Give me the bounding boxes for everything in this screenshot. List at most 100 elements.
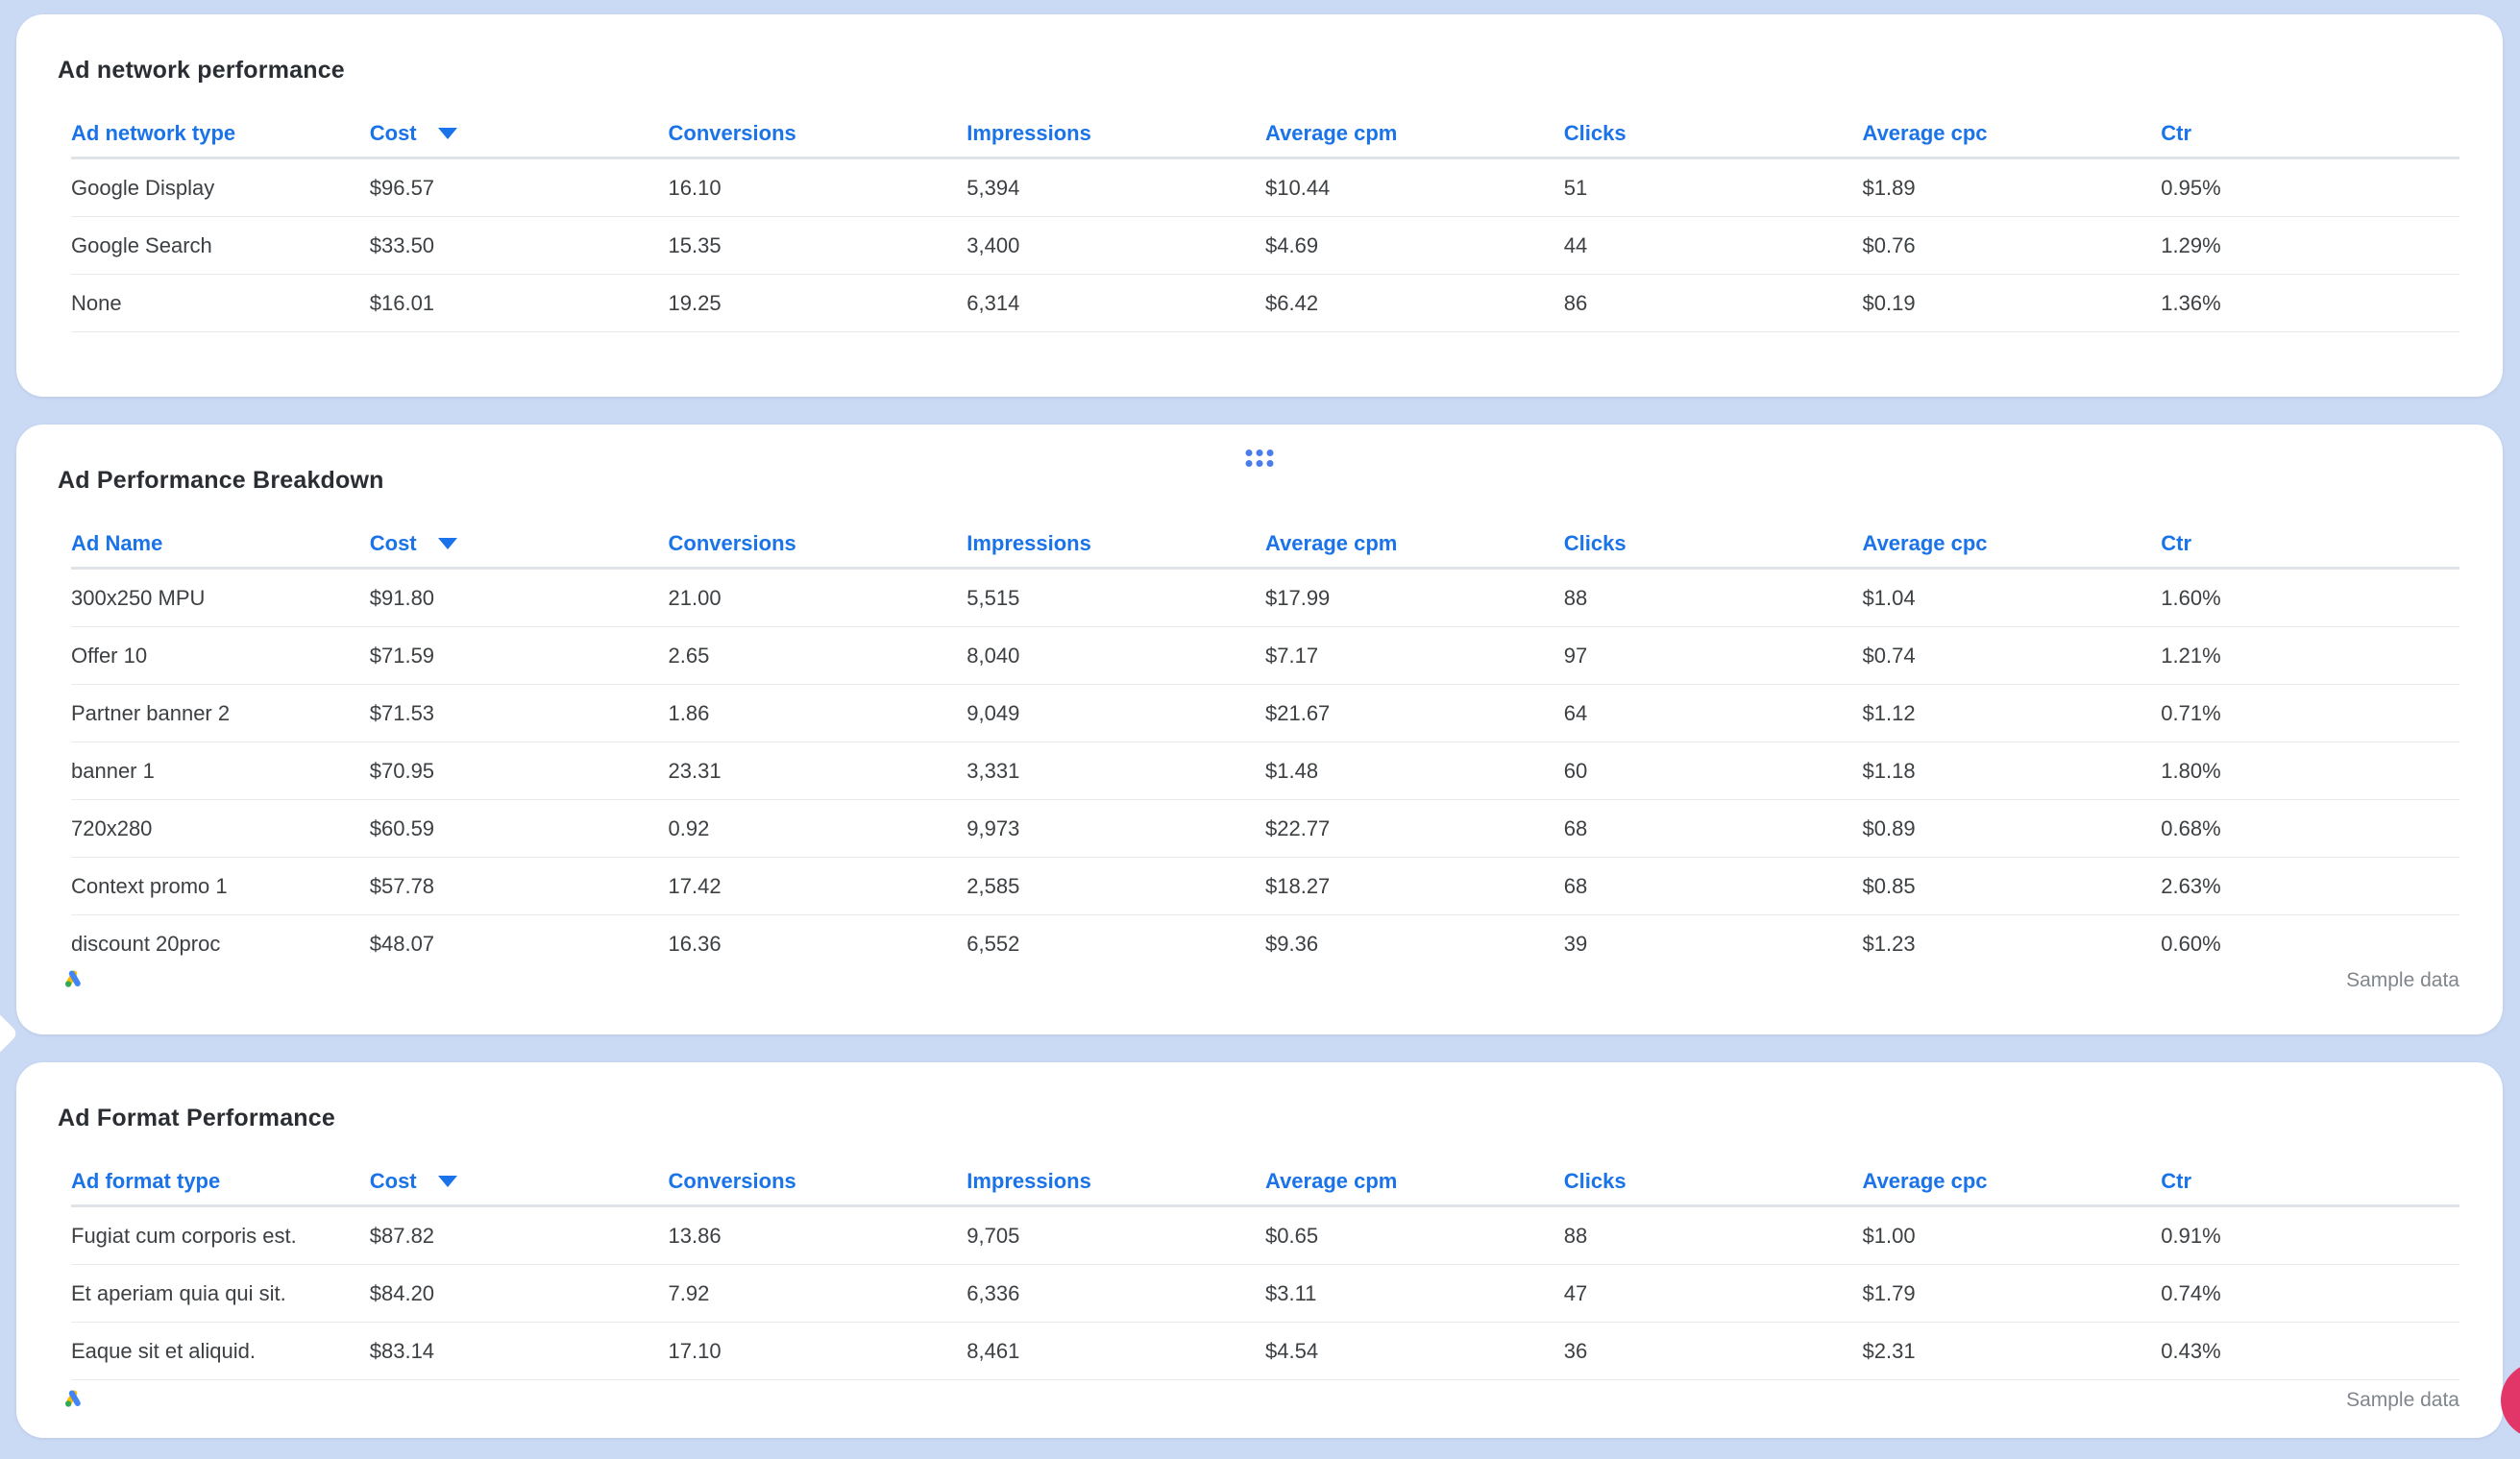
table-header-row: Ad network type Cost Conversions Impression… xyxy=(71,110,2459,159)
column-header-impressions[interactable]: Impressions xyxy=(966,1169,1265,1194)
column-header-label: Ad Name xyxy=(71,531,163,555)
column-header-label: Average cpc xyxy=(1862,1169,1988,1193)
card-footer: Sample data xyxy=(61,1386,2459,1413)
floating-action-button[interactable] xyxy=(2501,1362,2520,1439)
table-cell: 6,552 xyxy=(966,931,1020,956)
table-cell: 15.35 xyxy=(668,232,722,257)
card-ad-network-performance: Ad network performance Ad network type Co… xyxy=(16,14,2503,397)
table-cell: $1.48 xyxy=(1265,758,1319,783)
table-cell: 1.86 xyxy=(668,700,710,725)
table-cell: 5,515 xyxy=(966,585,1020,610)
column-header-cost[interactable]: Cost xyxy=(370,121,669,146)
table-row: Et aperiam quia qui sit. $84.20 7.92 6,336 $… xyxy=(71,1265,2459,1323)
table-row: discount 20proc $48.07 16.36 6,552 $9.36 39 $1… xyxy=(71,915,2459,972)
column-header-ad-name[interactable]: Ad Name xyxy=(71,531,370,556)
table-cell: Eaque sit et aliquid. xyxy=(71,1338,257,1363)
column-header-clicks[interactable]: Clicks xyxy=(1564,1169,1863,1194)
table-cell: 9,049 xyxy=(966,700,1020,725)
table-cell: $84.20 xyxy=(369,1280,435,1305)
column-header-label: Cost xyxy=(369,121,417,145)
column-header-label: Impressions xyxy=(966,121,1091,145)
column-header-average-cpc[interactable]: Average cpc xyxy=(1863,1169,2162,1194)
table-row: Fugiat cum corporis est. $87.82 13.86 9,705… xyxy=(71,1207,2459,1265)
column-header-conversions[interactable]: Conversions xyxy=(669,1169,967,1194)
column-header-label: Clicks xyxy=(1563,1169,1627,1193)
table-cell: 23.31 xyxy=(668,758,722,783)
table-cell: $1.23 xyxy=(1862,931,1916,956)
card-title: Ad Performance Breakdown xyxy=(58,467,384,494)
column-header-impressions[interactable]: Impressions xyxy=(966,531,1265,556)
table-cell: 60 xyxy=(1563,758,1588,783)
table-cell: 51 xyxy=(1563,175,1588,200)
column-header-clicks[interactable]: Clicks xyxy=(1564,121,1863,146)
column-header-label: Ad network type xyxy=(71,121,236,145)
column-header-average-cpc[interactable]: Average cpc xyxy=(1863,531,2162,556)
column-header-label: Average cpc xyxy=(1862,121,1988,145)
table-cell: $0.19 xyxy=(1862,290,1916,315)
column-header-label: Average cpm xyxy=(1265,121,1398,145)
table-body: Google Display $96.57 16.10 5,394 $10.44 51 $1… xyxy=(71,159,2459,332)
column-header-conversions[interactable]: Conversions xyxy=(669,531,967,556)
table-cell: $57.78 xyxy=(369,873,435,898)
table-header-row: Ad Name Cost Conversions Impressions Average… xyxy=(71,521,2459,570)
table-cell: 21.00 xyxy=(668,585,722,610)
column-header-average-cpm[interactable]: Average cpm xyxy=(1265,531,1564,556)
column-header-label: Clicks xyxy=(1563,121,1627,145)
table-cell: $87.82 xyxy=(369,1223,435,1248)
drag-handle-icon[interactable] xyxy=(1245,450,1274,467)
card-ad-performance-breakdown: Ad Performance Breakdown Ad Name Cost Conv… xyxy=(16,425,2503,1034)
column-header-ctr[interactable]: Ctr xyxy=(2161,531,2459,556)
column-header-label: Ad format type xyxy=(71,1169,221,1193)
table-cell: 88 xyxy=(1563,585,1588,610)
table-cell: 1.60% xyxy=(2161,585,2221,610)
table-cell: Google Display xyxy=(71,175,215,200)
table-cell: $1.79 xyxy=(1862,1280,1916,1305)
column-header-ad-network-type[interactable]: Ad network type xyxy=(71,121,370,146)
table-cell: $1.18 xyxy=(1862,758,1916,783)
column-header-average-cpm[interactable]: Average cpm xyxy=(1265,121,1564,146)
column-header-cost[interactable]: Cost xyxy=(370,531,669,556)
column-header-label: Conversions xyxy=(668,121,796,145)
table-cell: discount 20proc xyxy=(71,931,221,956)
column-header-average-cpm[interactable]: Average cpm xyxy=(1265,1169,1564,1194)
column-header-label: Average cpc xyxy=(1862,531,1988,555)
table-cell: $18.27 xyxy=(1265,873,1331,898)
table-cell: 8,461 xyxy=(966,1338,1020,1363)
sort-descending-icon xyxy=(437,538,457,549)
table-cell: $1.04 xyxy=(1862,585,1916,610)
data-table: Ad network type Cost Conversions Impression… xyxy=(71,110,2459,332)
table-cell: 5,394 xyxy=(966,175,1020,200)
table-cell: $21.67 xyxy=(1265,700,1331,725)
table-cell: $1.12 xyxy=(1862,700,1916,725)
column-header-label: Conversions xyxy=(668,531,796,555)
table-cell: Fugiat cum corporis est. xyxy=(71,1223,297,1248)
column-header-impressions[interactable]: Impressions xyxy=(966,121,1265,146)
table-cell: $0.85 xyxy=(1862,873,1916,898)
column-header-average-cpc[interactable]: Average cpc xyxy=(1863,121,2162,146)
column-header-label: Clicks xyxy=(1563,531,1627,555)
table-cell: 3,400 xyxy=(966,232,1020,257)
column-header-clicks[interactable]: Clicks xyxy=(1564,531,1863,556)
column-header-label: Cost xyxy=(369,1169,417,1193)
table-cell: 9,705 xyxy=(966,1223,1020,1248)
column-header-label: Ctr xyxy=(2161,531,2192,555)
table-cell: 0.92 xyxy=(668,815,710,840)
column-header-ctr[interactable]: Ctr xyxy=(2161,121,2459,146)
column-header-ad-format-type[interactable]: Ad format type xyxy=(71,1169,370,1194)
table-cell: 16.10 xyxy=(668,175,722,200)
column-header-conversions[interactable]: Conversions xyxy=(669,121,967,146)
table-cell: $71.59 xyxy=(369,643,435,668)
table-cell: $0.89 xyxy=(1862,815,1916,840)
card-footer: Sample data xyxy=(61,966,2459,993)
column-header-label: Average cpm xyxy=(1265,531,1398,555)
table-cell: $0.74 xyxy=(1862,643,1916,668)
table-cell: $71.53 xyxy=(369,700,435,725)
column-header-label: Impressions xyxy=(966,531,1091,555)
table-cell: $6.42 xyxy=(1265,290,1319,315)
table-cell: 0.74% xyxy=(2161,1280,2221,1305)
table-row: Partner banner 2 $71.53 1.86 9,049 $21.67 64 $… xyxy=(71,685,2459,742)
table-body: 300x250 MPU $91.80 21.00 5,515 $17.99 88 $1.04… xyxy=(71,570,2459,972)
column-header-ctr[interactable]: Ctr xyxy=(2161,1169,2459,1194)
table-cell: 0.95% xyxy=(2161,175,2221,200)
column-header-cost[interactable]: Cost xyxy=(370,1169,669,1194)
